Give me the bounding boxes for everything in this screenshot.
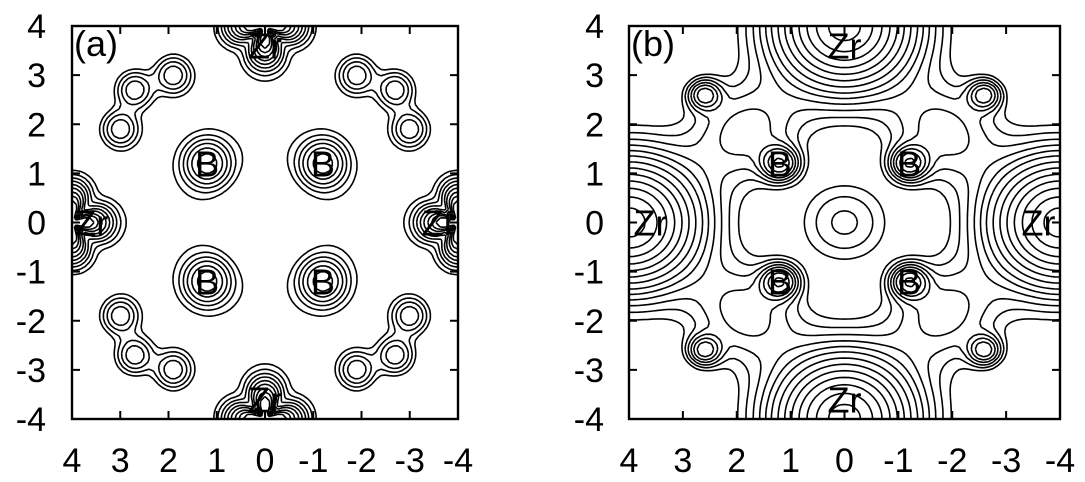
y-tick-label: 4 (585, 8, 604, 46)
y-tick-label: 1 (585, 155, 604, 193)
x-tick-label: 3 (673, 442, 692, 480)
contour-line-1 (72, 26, 458, 419)
contour-line-7 (629, 26, 1060, 419)
contour-line-3 (629, 26, 1060, 419)
atom-label-zr: Zr (634, 203, 668, 244)
atom-label-b: B (768, 261, 792, 302)
plot-frame (70, 24, 460, 421)
x-tick-label: -1 (883, 442, 913, 480)
x-tick-label: 1 (207, 442, 226, 480)
panel-label: (b) (631, 23, 675, 64)
contour-group (629, 26, 1060, 419)
contour-line-0 (72, 26, 458, 419)
y-tick-label: 0 (585, 205, 604, 243)
x-tick-label: -3 (395, 442, 425, 480)
contour-line-4 (629, 26, 1060, 419)
x-tick-label: 2 (727, 442, 746, 480)
contour-group (72, 26, 458, 419)
y-tick-label: -1 (16, 254, 46, 292)
y-tick-label: -4 (574, 401, 604, 439)
atom-label-b: B (897, 144, 921, 185)
atom-label-zr: Zr (828, 26, 862, 67)
y-tick-label: 4 (27, 8, 46, 46)
contour-line-6 (629, 26, 1060, 419)
contour-line-9 (629, 26, 1060, 419)
x-tick-label: -4 (1045, 442, 1075, 480)
contour-line-12 (629, 26, 1060, 419)
x-tick-label: -4 (443, 442, 473, 480)
contour-line-7 (72, 26, 458, 419)
contour-line-3 (72, 26, 458, 419)
x-tick-label: -2 (346, 442, 376, 480)
atom-label-b: B (897, 261, 921, 302)
atom-label-zr: Zr (74, 203, 108, 244)
atom-label-b: B (311, 144, 335, 185)
y-tick-label: 2 (27, 106, 46, 144)
x-tick-label: -2 (937, 442, 967, 480)
atom-label-b: B (768, 144, 792, 185)
y-tick-label: -2 (16, 303, 46, 341)
y-tick-label: -4 (16, 401, 46, 439)
y-tick-label: 1 (27, 155, 46, 193)
panel-label: (a) (74, 23, 118, 64)
contour-line-4 (72, 26, 458, 419)
y-tick-label: -2 (574, 303, 604, 341)
x-tick-label: 2 (159, 442, 178, 480)
y-tick-label: 3 (27, 57, 46, 95)
y-tick-label: 2 (585, 106, 604, 144)
y-tick-label: 3 (585, 57, 604, 95)
x-tick-label: 3 (111, 442, 130, 480)
atom-label-b: B (311, 261, 335, 302)
y-tick-label: -3 (574, 352, 604, 390)
x-tick-label: 4 (63, 442, 82, 480)
y-tick-label: -3 (16, 352, 46, 390)
contour-line-5 (72, 26, 458, 419)
contour-line-8 (72, 26, 458, 419)
atom-label-zr: Zr (828, 379, 862, 420)
contour-line-2 (72, 26, 458, 419)
atom-label-zr: Zr (248, 26, 282, 67)
atom-label-zr: Zr (248, 379, 282, 420)
x-tick-label: 4 (620, 442, 639, 480)
atom-label-b: B (195, 144, 219, 185)
atom-label-zr: Zr (1021, 203, 1055, 244)
atom-label-b: B (195, 261, 219, 302)
x-tick-label: 0 (835, 442, 854, 480)
y-tick-label: 0 (27, 205, 46, 243)
contour-line-6 (72, 26, 458, 419)
atom-label-zr: Zr (422, 203, 456, 244)
contour-line-2 (629, 26, 1060, 419)
contour-line-5 (629, 26, 1060, 419)
x-tick-label: 0 (256, 442, 275, 480)
x-tick-label: -3 (991, 442, 1021, 480)
x-tick-label: 1 (781, 442, 800, 480)
y-tick-label: -1 (574, 254, 604, 292)
x-tick-label: -1 (298, 442, 328, 480)
contour-line-11 (629, 26, 1060, 419)
contour-line-1 (629, 26, 1060, 419)
contour-line-8 (629, 26, 1060, 419)
contour-line-10 (629, 26, 1060, 419)
